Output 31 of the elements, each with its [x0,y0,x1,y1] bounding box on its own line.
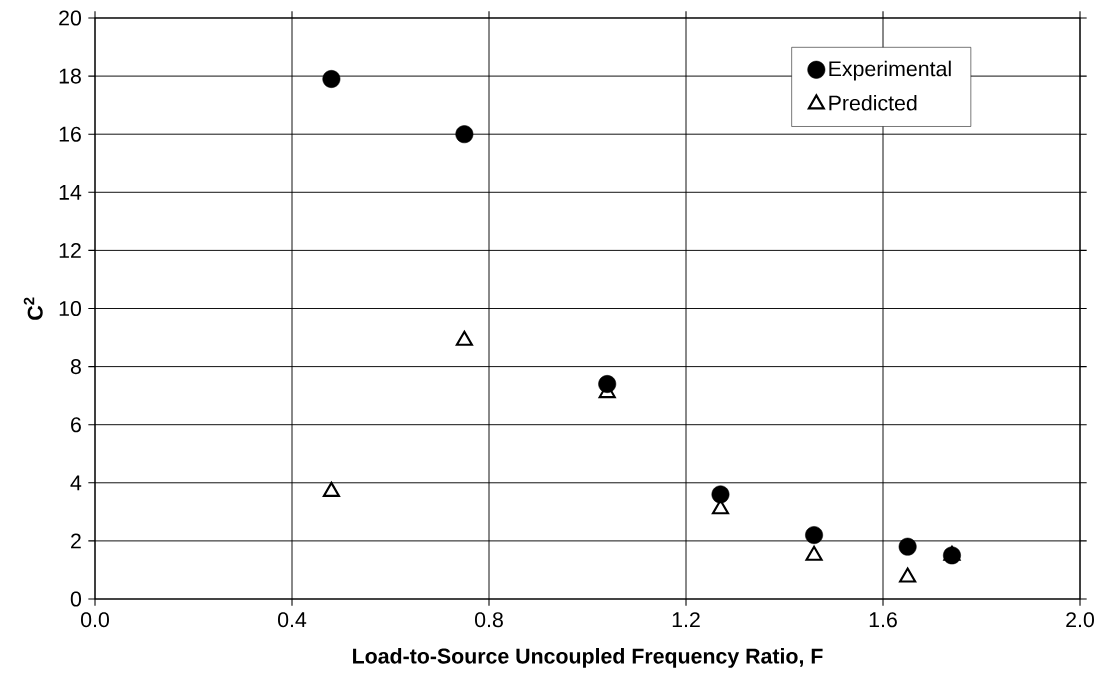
point [899,567,917,583]
x-tick-label: 1.2 [672,612,700,628]
x-tick-label: 1.6 [869,612,897,628]
point [711,485,730,504]
point [455,125,474,144]
x-tick-label: 0.4 [278,612,307,628]
y-tick-label: 4 [70,475,82,491]
point [322,481,340,497]
x-tick-label: 0.8 [475,612,503,628]
y-tick-label: 2 [71,533,81,549]
point [322,70,341,88]
point [805,526,823,545]
y-tick-label: 12 [59,242,81,258]
legend-label: Experimental [829,60,951,81]
point [455,330,473,346]
y-tick-label: 0 [70,591,81,607]
y-tick-label: 10 [59,300,81,317]
y-tick-label: 6 [71,417,81,433]
y-tick-label: 14 [59,184,82,200]
point [805,545,823,561]
legend-label: Predicted [829,94,917,111]
x-tick-label: 2.0 [1066,612,1094,628]
y-tick-label: 8 [70,359,81,375]
y-tick-label: 18 [59,68,81,84]
point [898,537,917,556]
y-tick-label: 16 [59,126,81,142]
point [943,545,961,561]
x-axis-title: Load-to-Source Uncoupled Frequency Ratio, F [353,647,823,668]
y-tick-label: 20 [59,10,81,26]
x-tick-label: 0.0 [81,612,109,628]
y-axis-title: C$^{2}$ [23,297,43,320]
